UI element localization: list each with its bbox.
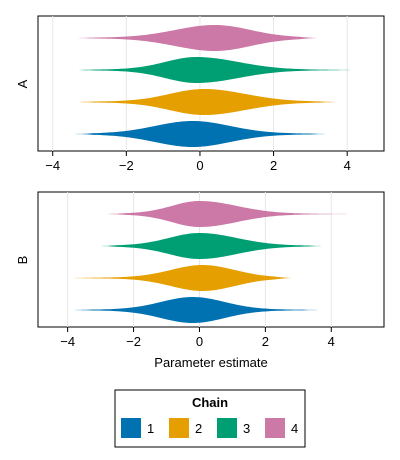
- panel-b-violins: [70, 201, 358, 323]
- legend-swatch-1: [121, 418, 141, 438]
- x-tick-label: 4: [344, 158, 351, 173]
- violin-chain-3: [100, 233, 325, 259]
- x-tick-label: 4: [328, 334, 335, 349]
- violin-chain-3: [74, 57, 359, 83]
- x-tick-label: 2: [262, 334, 269, 349]
- legend-swatch-2: [169, 418, 189, 438]
- panel-a-violins: [74, 25, 359, 147]
- panel-b: −4 −2 0 2 4 B Parameter estimate: [15, 191, 385, 370]
- panel-b-ylabel: B: [15, 256, 30, 265]
- legend-label-2: 2: [195, 421, 202, 436]
- legend-title: Chain: [192, 395, 228, 410]
- legend-label-1: 1: [147, 421, 154, 436]
- violin-chain-4: [74, 25, 318, 51]
- panel-a-frame: [37, 15, 385, 152]
- panel-b-frame: [37, 191, 385, 328]
- violin-chain-2: [70, 265, 292, 291]
- panel-a: −4 −2 0 2 4 A: [15, 15, 385, 173]
- panel-a-ylabel: A: [15, 79, 30, 88]
- x-tick-label: −2: [119, 158, 134, 173]
- x-tick-label: 0: [196, 334, 203, 349]
- x-tick-label: −4: [45, 158, 60, 173]
- x-tick-label: 0: [196, 158, 203, 173]
- violin-chain-1: [74, 121, 329, 147]
- legend-swatch-3: [217, 418, 237, 438]
- x-axis-label: Parameter estimate: [154, 355, 267, 370]
- legend: Chain 1 2 3 4: [114, 389, 306, 448]
- violin-chain-1: [70, 297, 322, 323]
- violin-chain-2: [74, 89, 340, 115]
- x-tick-label: −2: [126, 334, 141, 349]
- legend-items: 1 2 3 4: [121, 418, 298, 438]
- legend-swatch-4: [265, 418, 285, 438]
- legend-label-3: 3: [243, 421, 250, 436]
- violin-chain-4: [107, 201, 358, 227]
- panel-b-ticks: −4 −2 0 2 4: [60, 327, 335, 349]
- x-tick-label: 2: [270, 158, 277, 173]
- x-tick-label: −4: [60, 334, 75, 349]
- panel-a-ticks: −4 −2 0 2 4: [45, 151, 351, 173]
- legend-label-4: 4: [291, 421, 298, 436]
